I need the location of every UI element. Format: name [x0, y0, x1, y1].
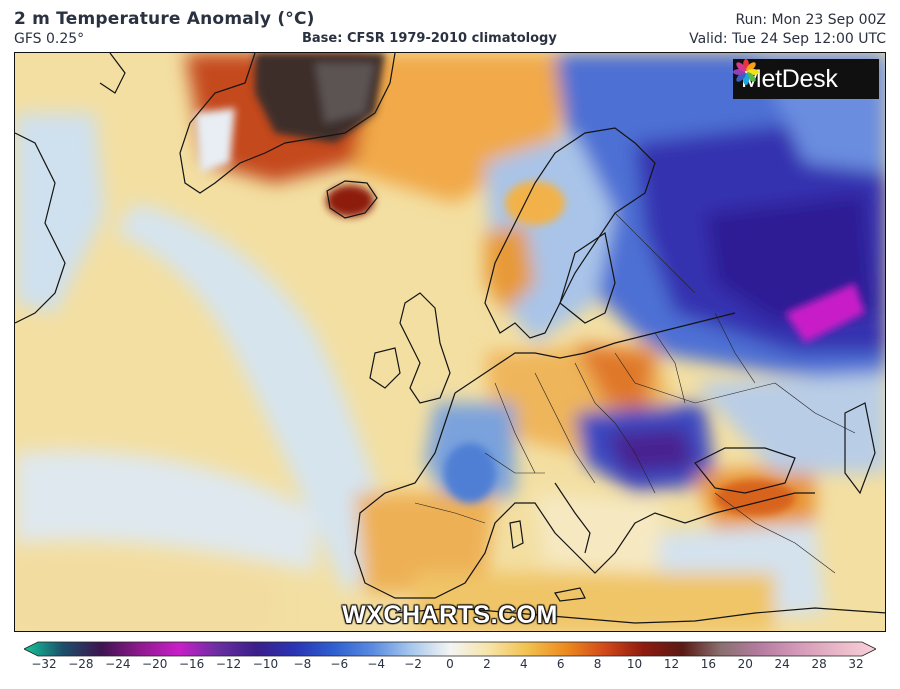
colorbar-tick-label: 4: [519, 657, 528, 671]
colorbar-tick-label: −20: [142, 657, 168, 671]
coastlines: [15, 53, 885, 624]
colorbar-gradient: [23, 641, 877, 657]
colorbar-tick-label: 10: [626, 657, 643, 671]
colorbar-tick-label: 24: [774, 657, 790, 671]
valid-time-label: Valid: Tue 24 Sep 12:00 UTC: [689, 31, 886, 47]
colorbar-tick-label: 32: [848, 657, 864, 671]
metdesk-logo-text: MetDesk: [741, 64, 838, 93]
colorbar-tick-label: −4: [367, 657, 386, 671]
colorbar-tick-label: −12: [215, 657, 242, 671]
run-time-label: Run: Mon 23 Sep 00Z: [735, 12, 887, 28]
colorbar-tick-label: 12: [663, 657, 680, 671]
colorbar-tick-label: 28: [811, 657, 827, 671]
anomaly-field: [15, 53, 885, 631]
temperature-anomaly-map: MetDesk WXCHARTS.COM: [14, 52, 886, 632]
colorbar-tick-label: −28: [68, 657, 94, 671]
anomaly-hotspots: [195, 53, 865, 516]
colorbar-tick-label: −32: [31, 657, 57, 671]
base-climatology-label: Base: CFSR 1979-2010 climatology: [302, 31, 557, 46]
colorbar-tick-label: 8: [593, 657, 602, 671]
wxcharts-watermark: WXCHARTS.COM: [342, 601, 558, 629]
chart-title: 2 m Temperature Anomaly (°C): [14, 9, 315, 29]
colorbar-tick-label: −6: [330, 657, 349, 671]
colorbar-tick-label: −8: [293, 657, 312, 671]
model-label: GFS 0.25°: [14, 31, 85, 47]
metdesk-flower-icon: [733, 59, 759, 85]
map-canvas: [15, 53, 885, 631]
country-borders: [414, 212, 856, 574]
metdesk-logo: MetDesk: [733, 59, 879, 99]
colorbar: −32 −28 −24 −20 −16 −12 −10 −8 −6 −4 −2 0 2 4 6 8 10 12 16…: [23, 641, 877, 687]
colorbar-ticks: −32 −28 −24 −20 −16 −12 −10 −8 −6 −4 −2 0 2 4 6 8 10 12 16…: [24, 657, 876, 677]
colorbar-tick-label: 2: [483, 657, 491, 671]
colorbar-tick-label: −16: [178, 657, 205, 671]
colorbar-tick-label: 0: [446, 657, 454, 671]
colorbar-tick-label: 20: [737, 657, 753, 671]
colorbar-tick-label: 6: [556, 657, 565, 671]
colorbar-tick-label: −2: [404, 657, 422, 671]
colorbar-tick-label: 16: [700, 657, 716, 671]
colorbar-tick-label: −24: [105, 657, 131, 671]
colorbar-tick-label: −10: [252, 657, 279, 671]
